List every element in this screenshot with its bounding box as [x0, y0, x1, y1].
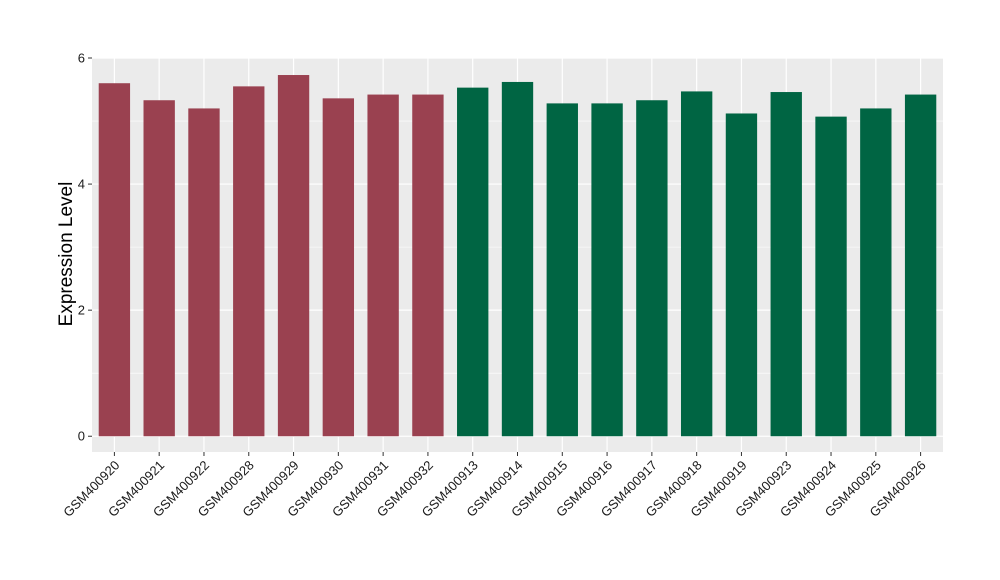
bar-GSM400924 — [815, 116, 847, 437]
bar-GSM400930 — [322, 98, 355, 437]
bar-GSM400926 — [904, 94, 937, 437]
bar-GSM400920 — [98, 83, 131, 437]
bar-GSM400929 — [277, 75, 310, 437]
y-tick-label: 2 — [78, 303, 85, 318]
bar-GSM400928 — [233, 86, 265, 437]
bars — [98, 75, 937, 437]
x-axis: GSM400920GSM400921GSM400922GSM400928GSM4… — [60, 452, 929, 520]
bar-GSM400916 — [591, 103, 623, 437]
y-axis-title: Expression Level — [56, 182, 77, 327]
bar-GSM400918 — [680, 91, 713, 437]
bar-GSM400932 — [412, 94, 444, 437]
y-tick-label: 6 — [78, 51, 85, 66]
bar-GSM400919 — [725, 113, 758, 437]
bar-GSM400922 — [188, 108, 220, 437]
y-tick-label: 0 — [78, 429, 85, 444]
bar-GSM400923 — [770, 92, 802, 437]
bar-GSM400925 — [860, 108, 892, 437]
bar-GSM400931 — [367, 94, 399, 437]
bar-GSM400917 — [636, 100, 668, 437]
y-tick-label: 4 — [78, 177, 85, 192]
bar-GSM400913 — [457, 87, 489, 437]
bar-GSM400914 — [501, 81, 534, 437]
bar-GSM400921 — [143, 100, 175, 437]
bar-GSM400915 — [546, 103, 578, 437]
y-axis: 0 2 4 6 — [78, 51, 92, 444]
